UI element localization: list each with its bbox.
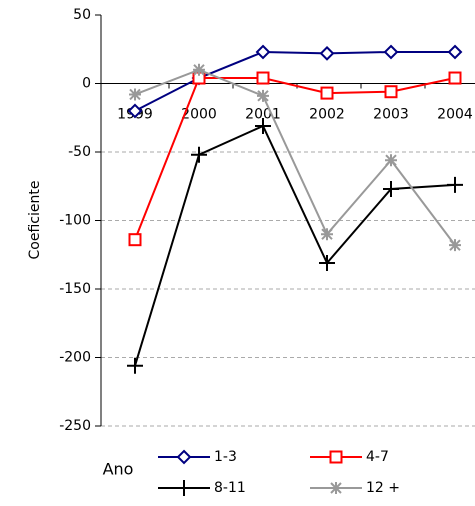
marker (449, 239, 461, 252)
marker (127, 103, 143, 119)
marker (383, 180, 399, 197)
x-tick-label: 2001 (245, 107, 281, 123)
series-line (134, 124, 456, 367)
marker (385, 154, 397, 167)
marker (320, 86, 334, 100)
marker (127, 357, 143, 374)
marker (319, 254, 335, 271)
legend-marker (329, 450, 343, 464)
x-axis-title: Ano (103, 460, 134, 479)
legend-label: 12 + (366, 480, 400, 496)
marker (191, 146, 207, 163)
y-tick-label: -250 (59, 418, 91, 434)
marker (256, 71, 270, 85)
y-tick-label: -150 (59, 281, 91, 297)
legend-marker (330, 482, 342, 494)
marker (384, 85, 398, 99)
y-tick-label: -100 (59, 213, 91, 229)
marker (383, 44, 399, 60)
y-tick-label: -50 (68, 144, 91, 160)
marker (319, 45, 335, 61)
series-line (134, 77, 456, 241)
legend-label: 8-11 (214, 480, 246, 496)
marker (321, 228, 333, 241)
series-line (134, 50, 455, 112)
y-tick-label: 50 (73, 7, 91, 23)
x-tick-label: 2004 (437, 107, 473, 123)
marker (257, 89, 269, 102)
legend-marker (176, 480, 192, 496)
marker (193, 63, 205, 76)
y-axis-title: Coeficiente (27, 181, 43, 260)
x-tick-label: 2000 (181, 107, 217, 123)
y-tick-label: 0 (82, 76, 91, 92)
marker (447, 176, 463, 193)
marker (255, 117, 271, 134)
legend-label: 1-3 (214, 449, 237, 465)
legend-label: 4-7 (366, 449, 389, 465)
series-line (134, 68, 456, 246)
marker (447, 44, 463, 60)
marker (129, 88, 141, 101)
marker (255, 44, 271, 60)
x-tick-label: 2002 (309, 107, 345, 123)
marker (128, 233, 142, 247)
marker (448, 71, 462, 85)
y-tick-label: -200 (59, 350, 91, 366)
x-tick-label: 2003 (373, 107, 409, 123)
legend-marker (176, 449, 192, 465)
